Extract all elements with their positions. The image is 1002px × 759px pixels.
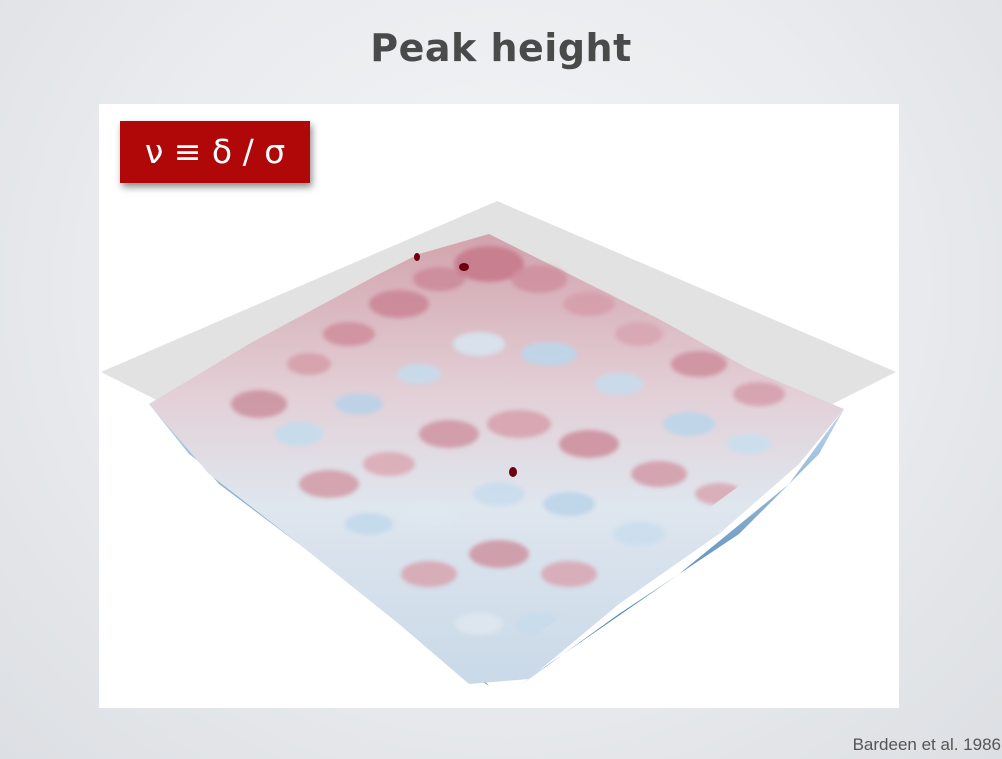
density-field-surface [101,201,896,686]
peak-marker [509,467,517,477]
peak-marker [459,263,469,271]
slide-title: Peak height [370,26,632,70]
density-field-figure: ν ≡ δ / σ [99,104,899,708]
formula-label: ν ≡ δ / σ [120,121,310,183]
citation: Bardeen et al. 1986 [852,735,1001,754]
surface-texture [231,246,785,635]
surface-body [149,234,844,684]
peak-marker [414,253,420,261]
peak-markers [414,253,517,477]
